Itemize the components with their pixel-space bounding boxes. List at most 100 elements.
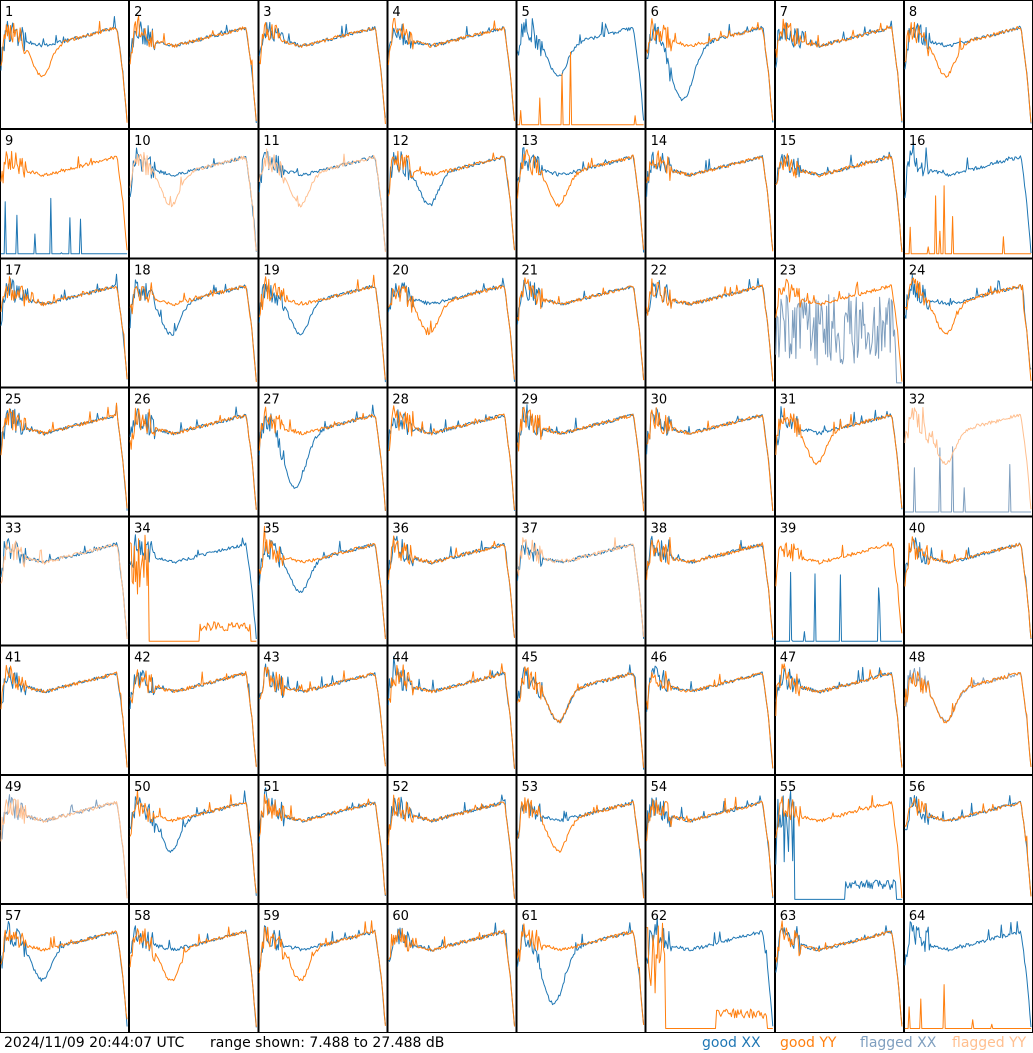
series-xx-16 — [904, 141, 1032, 254]
series-yy-1 — [0, 20, 128, 123]
antenna-panel-35: 35 — [258, 516, 388, 646]
series-yy-18 — [129, 282, 257, 383]
antenna-panel-21: 21 — [516, 258, 646, 388]
panel-frame — [0, 516, 130, 646]
series-yy-54 — [646, 796, 774, 897]
antenna-panel-31: 31 — [774, 387, 904, 517]
series-xx-9 — [1, 197, 128, 255]
antenna-panel-53: 53 — [516, 774, 646, 904]
panel-number: 35 — [263, 522, 280, 537]
panel-number: 11 — [263, 134, 280, 149]
panel-frame — [774, 645, 904, 775]
series-xx-54 — [646, 795, 774, 899]
panel-frame — [258, 516, 388, 646]
timestamp: 2024/11/09 20:44:07 UTC — [4, 1035, 185, 1051]
series-yy-14 — [646, 150, 774, 252]
series-xx-15 — [775, 151, 903, 250]
series-xx-38 — [646, 535, 774, 640]
panel-number: 62 — [651, 909, 668, 924]
antenna-panel-3: 3 — [258, 0, 388, 130]
panel-number: 64 — [909, 909, 926, 924]
antenna-panel-41: 41 — [0, 645, 130, 775]
panel-number: 8 — [909, 5, 917, 20]
series-xx-4 — [387, 23, 515, 122]
series-yy-10 — [129, 152, 257, 252]
panel-frame — [387, 516, 517, 646]
panel-number: 10 — [134, 134, 151, 149]
panel-frame — [516, 903, 646, 1033]
series-yy-60 — [388, 928, 515, 1027]
panel-number: 47 — [780, 651, 797, 666]
panel-number: 5 — [522, 5, 530, 20]
antenna-panel-54: 54 — [645, 774, 775, 904]
antenna-panel-52: 52 — [387, 774, 517, 904]
antenna-panel-17: 17 — [0, 258, 130, 388]
panel-frame — [387, 645, 517, 775]
panel-frame — [387, 387, 517, 517]
series-xx-20 — [387, 277, 515, 382]
panel-number: 48 — [909, 651, 926, 666]
panel-frame — [387, 0, 517, 130]
series-yy-44 — [387, 663, 515, 769]
legend-flagged-xx: flagged XX — [860, 1035, 937, 1051]
panel-frame — [645, 774, 775, 904]
series-yy-62 — [646, 922, 773, 1029]
panel-frame — [0, 129, 130, 259]
panel-frame — [645, 0, 775, 130]
series-xx-45 — [517, 664, 645, 770]
antenna-panel-51: 51 — [258, 774, 388, 904]
series-yy-56 — [904, 797, 1032, 897]
panel-frame — [903, 516, 1033, 646]
panel-number: 25 — [5, 392, 22, 407]
series-yy-9 — [0, 150, 128, 251]
antenna-panel-48: 48 — [903, 645, 1033, 775]
antenna-panel-47: 47 — [774, 645, 904, 775]
panel-frame — [387, 258, 517, 388]
panel-frame — [129, 903, 259, 1033]
antenna-panel-20: 20 — [387, 258, 517, 388]
series-yy-61 — [517, 923, 645, 1025]
series-yy-27 — [258, 406, 386, 511]
series-yy-40 — [904, 536, 1032, 639]
panel-number: 54 — [651, 780, 668, 795]
panel-number: 14 — [651, 134, 668, 149]
legend-good-xx: good XX — [702, 1035, 761, 1051]
series-xx-24 — [904, 274, 1032, 370]
series-yy-30 — [646, 407, 774, 511]
panel-number: 28 — [392, 392, 409, 407]
series-yy-47 — [775, 663, 903, 768]
panel-frame — [387, 774, 517, 904]
series-yy-50 — [129, 789, 257, 894]
series-yy-5 — [517, 51, 644, 126]
antenna-panel-13: 13 — [516, 129, 646, 259]
antenna-panel-15: 15 — [774, 129, 904, 259]
series-yy-51 — [258, 794, 386, 896]
legend-good-yy: good YY — [780, 1035, 837, 1051]
antenna-panel-59: 59 — [258, 903, 388, 1033]
series-yy-21 — [517, 277, 645, 381]
series-yy-46 — [646, 670, 774, 769]
series-xx-23 — [775, 292, 902, 384]
antenna-panel-38: 38 — [645, 516, 775, 646]
antenna-panel-61: 61 — [516, 903, 646, 1033]
panel-number: 45 — [522, 651, 539, 666]
series-xx-17 — [0, 273, 128, 380]
panel-number: 18 — [134, 263, 151, 278]
antenna-panel-18: 18 — [129, 258, 259, 388]
panel-frame — [0, 387, 130, 517]
panel-number: 40 — [909, 522, 926, 537]
panel-number: 61 — [522, 909, 539, 924]
series-yy-32 — [904, 407, 1032, 510]
panel-frame — [903, 645, 1033, 775]
panel-number: 6 — [651, 5, 659, 20]
panel-number: 32 — [909, 392, 926, 407]
panel-frame — [516, 645, 646, 775]
antenna-panel-36: 36 — [387, 516, 517, 646]
series-xx-60 — [387, 922, 515, 1026]
panel-number: 17 — [5, 263, 22, 278]
panel-number: 31 — [780, 392, 797, 407]
panel-number: 13 — [522, 134, 539, 149]
panel-frame — [774, 774, 904, 904]
panel-number: 3 — [263, 5, 271, 20]
